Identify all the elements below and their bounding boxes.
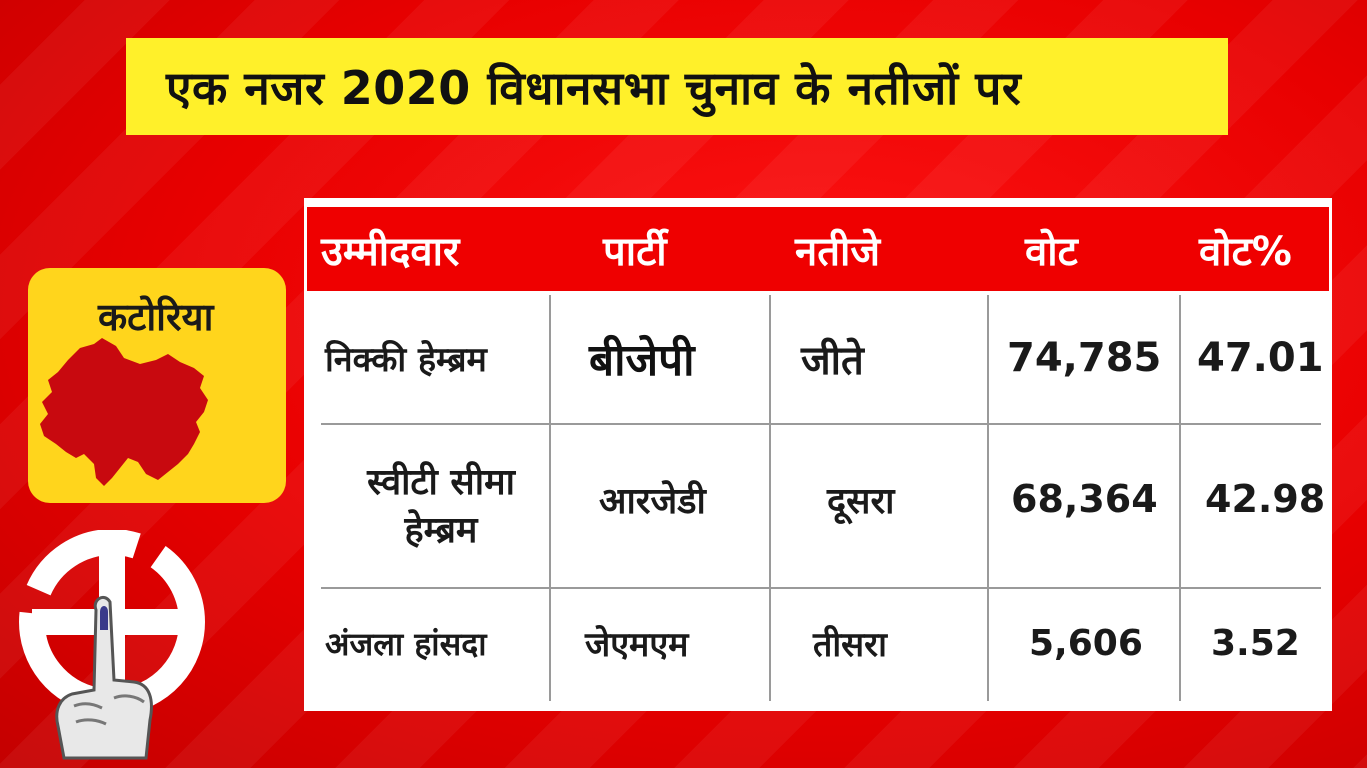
result-text: तीसरा xyxy=(813,625,887,665)
candidate-name: स्वीटी सीमा xyxy=(367,462,515,503)
candidate-name-block: स्वीटी सीमा हेम्ब्रम xyxy=(333,429,549,585)
election-swastika-icon xyxy=(19,530,205,760)
header-candidate: उम्मीदवार xyxy=(321,228,460,275)
party-name: जेएमएम xyxy=(585,625,689,665)
row-divider xyxy=(321,423,1321,425)
page-title: एक नजर 2020 विधानसभा चुनाव के नतीजों पर xyxy=(166,60,1022,115)
column-divider xyxy=(549,295,551,701)
vote-percent: 3.52 xyxy=(1211,622,1300,664)
results-table: उम्मीदवार पार्टी नतीजे वोट वोट% निक्की ह… xyxy=(304,198,1332,711)
row-divider xyxy=(321,587,1321,589)
title-banner: एक नजर 2020 विधानसभा चुनाव के नतीजों पर xyxy=(126,38,1228,135)
header-result: नतीजे xyxy=(795,228,881,275)
district-map-icon xyxy=(40,338,208,486)
candidate-name: अंजला हांसदा xyxy=(325,624,487,663)
vote-percent: 47.01 xyxy=(1197,335,1324,381)
result-text: दूसरा xyxy=(827,480,895,522)
vote-count: 68,364 xyxy=(1011,477,1158,521)
party-name: आरजेडी xyxy=(599,480,706,522)
district-name: कटोरिया xyxy=(98,295,214,339)
table-header: उम्मीदवार पार्टी नतीजे वोट वोट% xyxy=(307,207,1329,291)
header-votes: वोट xyxy=(1025,228,1078,275)
candidate-name-line2: हेम्ब्रम xyxy=(404,510,478,551)
header-party: पार्टी xyxy=(603,228,667,275)
vote-percent: 42.98 xyxy=(1205,477,1326,521)
party-name: बीजेपी xyxy=(589,335,695,386)
column-divider xyxy=(1179,295,1181,701)
district-card: कटोरिया xyxy=(28,268,286,503)
inked-finger-icon xyxy=(55,596,153,760)
candidate-name: निक्की हेम्ब्रम xyxy=(325,340,487,380)
header-vote-pct: वोट% xyxy=(1199,228,1292,275)
column-divider xyxy=(987,295,989,701)
vote-count: 74,785 xyxy=(1007,335,1162,381)
result-text: जीते xyxy=(801,337,864,384)
column-divider xyxy=(769,295,771,701)
vote-count: 5,606 xyxy=(1029,622,1143,664)
